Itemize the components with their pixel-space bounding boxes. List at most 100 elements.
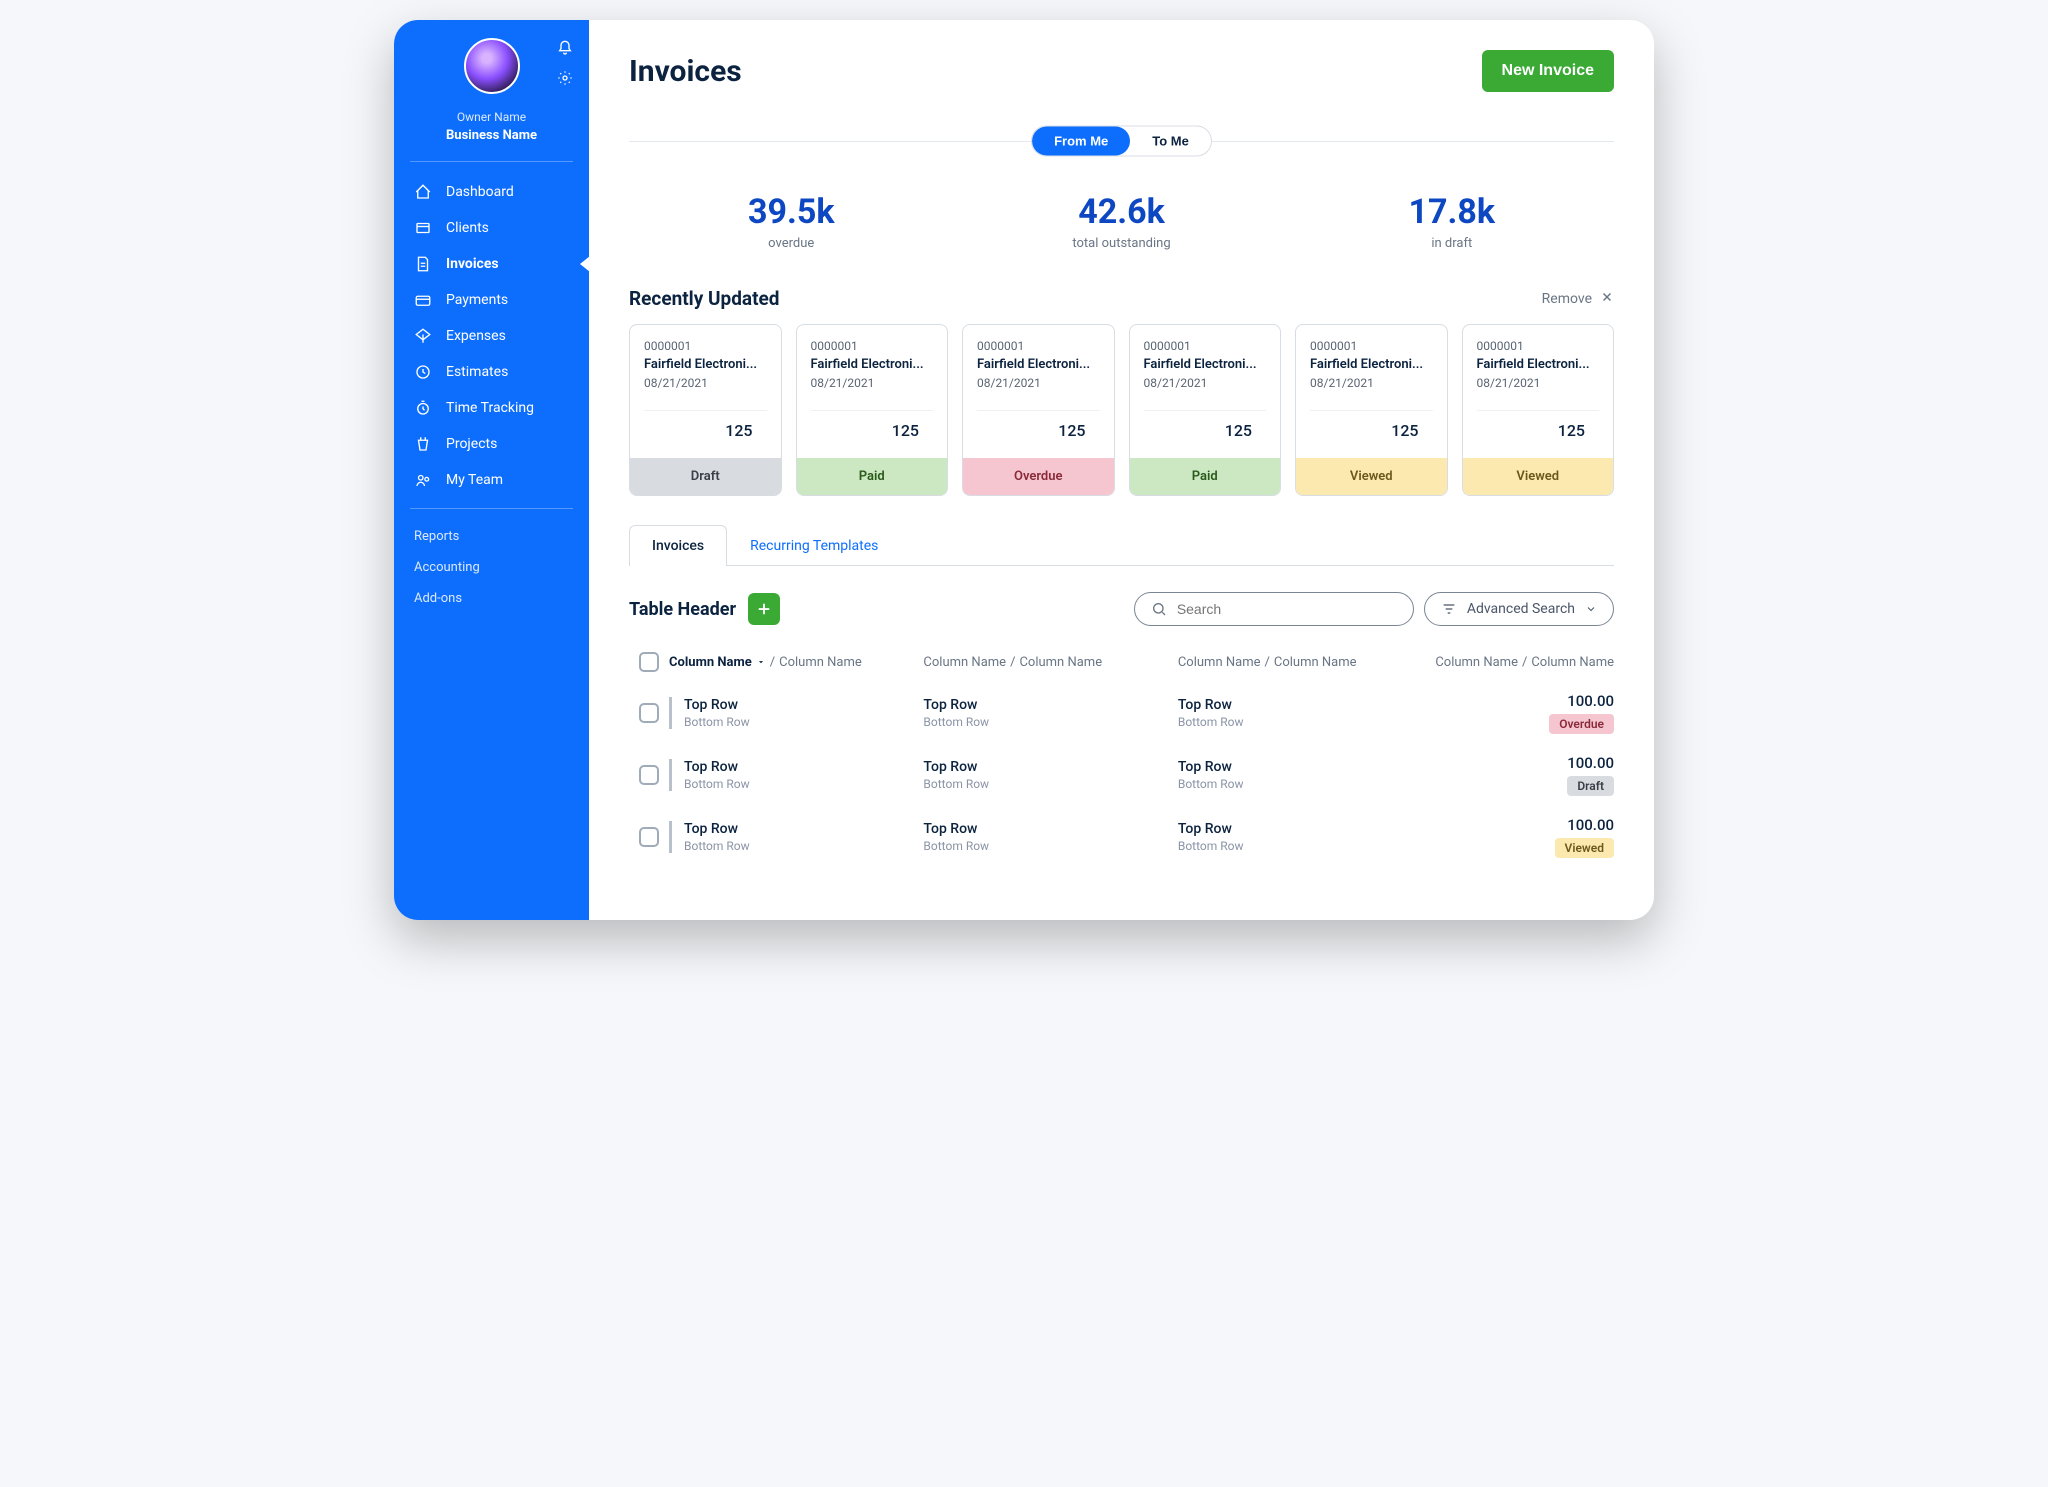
nav-label: Projects <box>446 436 497 452</box>
tab-recurring[interactable]: Recurring Templates <box>727 525 901 566</box>
cell-bottom: Bottom Row <box>923 839 1177 853</box>
row-status-badge: Draft <box>1567 776 1614 796</box>
cell-top: Top Row <box>923 759 1177 775</box>
search-input[interactable] <box>1177 601 1397 617</box>
cell-bottom: Bottom Row <box>684 715 923 729</box>
cards: 0000001 Fairfield Electroni... 08/21/2021 1… <box>629 324 1614 496</box>
cell-top: Top Row <box>684 759 923 775</box>
sidebar-item-projects[interactable]: Projects <box>394 426 589 462</box>
avatar[interactable] <box>464 38 520 94</box>
sidebar-item-estimates[interactable]: Estimates <box>394 354 589 390</box>
select-all-checkbox[interactable] <box>639 652 659 672</box>
row-checkbox[interactable] <box>639 765 659 785</box>
nav-label: My Team <box>446 472 503 488</box>
sidebar-secondary-add-ons[interactable]: Add-ons <box>414 583 569 614</box>
column-header[interactable]: Column Name / Column Name <box>923 652 1177 672</box>
card-date: 08/21/2021 <box>644 376 767 390</box>
card-number: 0000001 <box>1144 339 1267 353</box>
clients-icon <box>414 219 432 237</box>
sidebar-item-time-tracking[interactable]: Time Tracking <box>394 390 589 426</box>
remove-link[interactable]: Remove <box>1542 290 1614 308</box>
advanced-search-button[interactable]: Advanced Search <box>1424 592 1614 626</box>
stat-overdue: 39.5k overdue <box>748 192 835 251</box>
sidebar-item-expenses[interactable]: Expenses <box>394 318 589 354</box>
card-amount: 125 <box>1144 410 1267 450</box>
new-invoice-button[interactable]: New Invoice <box>1482 50 1614 92</box>
sidebar-secondary-accounting[interactable]: Accounting <box>414 552 569 583</box>
close-icon <box>1600 290 1614 308</box>
card-date: 08/21/2021 <box>1477 376 1600 390</box>
invoice-card[interactable]: 0000001Fairfield Electroni...08/21/20211… <box>1129 324 1282 496</box>
card-status: Viewed <box>1463 458 1614 495</box>
column-header[interactable]: Column Name / Column Name <box>1178 652 1432 672</box>
cell-top: Top Row <box>684 697 923 713</box>
search-box[interactable] <box>1134 592 1414 626</box>
card-amount: 125 <box>644 410 767 450</box>
card-number: 0000001 <box>1477 339 1600 353</box>
column-header[interactable]: Column Name / Column Name <box>669 652 923 672</box>
table-row[interactable]: Top RowBottom RowTop RowBottom RowTop Ro… <box>629 682 1614 744</box>
recent-title: Recently Updated <box>629 287 779 310</box>
sidebar-item-my-team[interactable]: My Team <box>394 462 589 498</box>
stat-label: overdue <box>748 236 835 251</box>
stats: 39.5koverdue42.6ktotal outstanding17.8ki… <box>629 192 1614 251</box>
sidebar-item-invoices[interactable]: Invoices <box>394 246 589 282</box>
nav-label: Invoices <box>446 256 499 272</box>
plus-icon <box>755 600 773 618</box>
search-icon <box>1151 601 1167 617</box>
filter-icon <box>1441 601 1457 617</box>
card-date: 08/21/2021 <box>1144 376 1267 390</box>
sidebar-secondary-reports[interactable]: Reports <box>414 521 569 552</box>
row-checkbox[interactable] <box>639 703 659 723</box>
toggle: From Me To Me <box>1031 126 1212 157</box>
table-row[interactable]: Top RowBottom RowTop RowBottom RowTop Ro… <box>629 806 1614 868</box>
card-amount: 125 <box>1310 410 1433 450</box>
nav-label: Estimates <box>446 364 508 380</box>
stat-in-draft: 17.8kin draft <box>1409 192 1496 251</box>
sidebar-item-payments[interactable]: Payments <box>394 282 589 318</box>
invoice-card[interactable]: 0000001Fairfield Electroni...08/21/20211… <box>796 324 949 496</box>
header-row: Invoices New Invoice <box>629 50 1614 92</box>
table-row[interactable]: Top RowBottom RowTop RowBottom RowTop Ro… <box>629 744 1614 806</box>
nav-secondary: ReportsAccountingAdd-ons <box>394 515 589 620</box>
invoice-card[interactable]: 0000001Fairfield Electroni...08/21/20211… <box>1462 324 1615 496</box>
sidebar-item-dashboard[interactable]: Dashboard <box>394 174 589 210</box>
nav-label: Clients <box>446 220 489 236</box>
card-date: 08/21/2021 <box>811 376 934 390</box>
bell-icon[interactable] <box>557 40 573 60</box>
card-status: Overdue <box>963 458 1114 495</box>
column-header[interactable]: Column Name / Column Name <box>1432 652 1614 672</box>
card-client: Fairfield Electroni... <box>1310 357 1433 372</box>
invoice-card[interactable]: 0000001Fairfield Electroni...08/21/20211… <box>962 324 1115 496</box>
cell-bottom: Bottom Row <box>684 839 923 853</box>
nav-label: Dashboard <box>446 184 514 200</box>
invoice-card[interactable]: 0000001Fairfield Electroni...08/21/20211… <box>629 324 782 496</box>
card-amount: 125 <box>1477 410 1600 450</box>
sidebar-top <box>394 38 589 104</box>
card-client: Fairfield Electroni... <box>811 357 934 372</box>
tab-invoices[interactable]: Invoices <box>629 525 727 566</box>
cell-bottom: Bottom Row <box>1178 715 1432 729</box>
gear-icon[interactable] <box>557 70 573 90</box>
stat-value: 39.5k <box>748 192 835 232</box>
invoice-card[interactable]: 0000001Fairfield Electroni...08/21/20211… <box>1295 324 1448 496</box>
toggle-to-me[interactable]: To Me <box>1130 127 1211 156</box>
recent-header: Recently Updated Remove <box>629 287 1614 310</box>
remove-label: Remove <box>1542 291 1592 307</box>
table-header-left: Table Header <box>629 593 780 625</box>
sidebar-item-clients[interactable]: Clients <box>394 210 589 246</box>
toggle-row: From Me To Me <box>629 110 1614 142</box>
cell-top: Top Row <box>684 821 923 837</box>
projects-icon <box>414 435 432 453</box>
tabs: Invoices Recurring Templates <box>629 524 1614 566</box>
nav-label: Payments <box>446 292 508 308</box>
add-button[interactable] <box>748 593 780 625</box>
toggle-from-me[interactable]: From Me <box>1032 127 1130 156</box>
row-checkbox[interactable] <box>639 827 659 847</box>
stat-label: in draft <box>1409 236 1496 251</box>
app-window: Owner Name Business Name DashboardClient… <box>394 20 1654 920</box>
card-date: 08/21/2021 <box>1310 376 1433 390</box>
table-header-title: Table Header <box>629 599 736 620</box>
estimates-icon <box>414 363 432 381</box>
cell-top: Top Row <box>923 821 1177 837</box>
